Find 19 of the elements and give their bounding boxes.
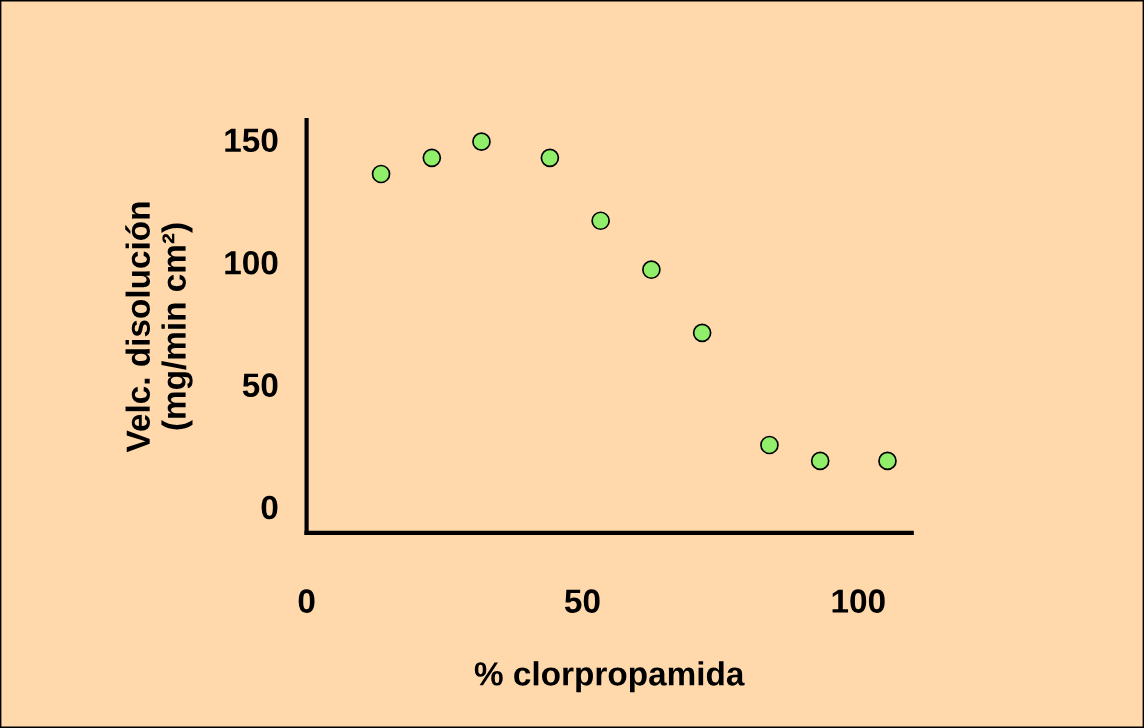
point bbox=[878, 451, 897, 471]
y-tick-label: 50 bbox=[242, 373, 278, 397]
point bbox=[472, 132, 491, 152]
point bbox=[371, 164, 391, 184]
x-tick-label: 50 bbox=[564, 589, 600, 613]
y-tick-label: 100 bbox=[225, 250, 278, 275]
y-axis-title: Velc. disolución (mg/min cm²) bbox=[125, 202, 193, 453]
x-tick-label: 0 bbox=[298, 589, 315, 613]
point bbox=[540, 148, 560, 168]
point bbox=[692, 323, 712, 343]
point bbox=[642, 260, 661, 280]
point bbox=[422, 148, 442, 168]
y-tick-label: 0 bbox=[261, 495, 278, 520]
y-tick-label: 150 bbox=[225, 128, 278, 153]
point bbox=[760, 435, 779, 455]
x-tick-label: 100 bbox=[832, 589, 885, 613]
point bbox=[810, 451, 830, 471]
point bbox=[591, 211, 610, 231]
x-axis-title: % clorpropamida bbox=[474, 661, 745, 693]
